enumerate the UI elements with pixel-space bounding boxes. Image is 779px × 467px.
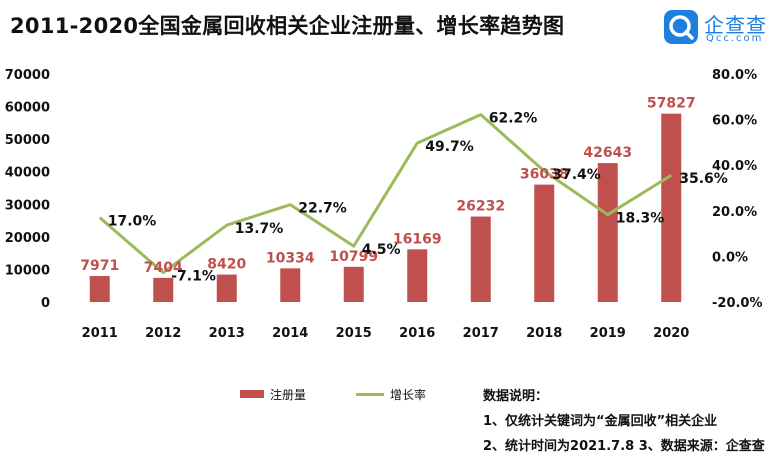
right-tick-label: 40.0% <box>712 159 757 174</box>
rate-value-label: 22.7% <box>298 201 347 217</box>
growth-rate-line <box>98 113 673 275</box>
x-axis: 2011 2012 2013 2014 2015 2016 2017 2018 2019 2020 <box>82 326 690 341</box>
legend-bar-label: 注册量 <box>270 388 307 402</box>
data-notes: 数据说明： 1、仅统计关键词为“金属回收”相关企业 2、统计时间为2021.7.… <box>483 384 765 459</box>
x-tick-label: 2014 <box>272 326 308 341</box>
magnifier-logo-icon <box>664 10 698 44</box>
x-tick-label: 2011 <box>82 326 118 341</box>
chart-title: 2011-2020全国金属回收相关企业注册量、增长率趋势图 <box>10 14 565 38</box>
bar-value-labels: 7971 7404 8420 10334 10799 16169 26232 36038 426… <box>80 96 695 276</box>
notes-heading: 数据说明： <box>483 389 549 404</box>
bar-value-label: 8420 <box>207 257 246 273</box>
line-legend-swatch <box>356 393 384 396</box>
rate-value-labels: 17.0% -7.1% 13.7% 22.7% 4.5% 49.7% 62.2% 37.4% 1… <box>108 111 728 285</box>
right-tick-label: -20.0% <box>712 296 763 311</box>
bar-value-label: 10334 <box>266 250 315 266</box>
right-axis: -20.0% 0.0% 20.0% 40.0% 60.0% 80.0% <box>712 68 763 311</box>
right-tick-label: 80.0% <box>712 68 757 83</box>
logo-name: 企查查 <box>704 13 767 37</box>
right-tick-label: 0.0% <box>712 250 748 265</box>
left-tick-label: 10000 <box>5 263 50 278</box>
bar-value-label: 36038 <box>520 167 569 183</box>
bar-value-label: 16169 <box>393 231 442 247</box>
bar <box>343 266 364 302</box>
rate-value-label: -7.1% <box>171 269 216 285</box>
left-tick-label: 40000 <box>5 166 50 181</box>
notes-line-2: 2、统计时间为2021.7.8 3、数据来源：企查查 <box>483 439 765 454</box>
rate-value-label: 13.7% <box>235 221 284 237</box>
bar-value-label: 7971 <box>80 258 119 274</box>
left-axis: 0 10000 20000 30000 40000 50000 60000 70000 <box>5 68 50 311</box>
x-tick-label: 2019 <box>590 326 626 341</box>
notes-line-1: 1、仅统计关键词为“金属回收”相关企业 <box>483 414 718 429</box>
bar <box>407 249 428 302</box>
left-tick-label: 50000 <box>5 133 50 148</box>
bar-value-label: 7404 <box>144 260 183 276</box>
bar <box>153 277 174 302</box>
x-tick-label: 2017 <box>463 326 499 341</box>
left-tick-label: 20000 <box>5 231 50 246</box>
rate-value-label: 35.6% <box>679 171 728 187</box>
rate-value-label: 17.0% <box>108 214 157 230</box>
bar <box>534 184 555 302</box>
bar-value-label: 57827 <box>647 96 696 112</box>
x-tick-label: 2018 <box>526 326 562 341</box>
logo-subtitle: Qcc.com <box>706 33 764 44</box>
bar-value-label: 10799 <box>329 249 378 265</box>
x-tick-label: 2015 <box>336 326 372 341</box>
left-tick-label: 0 <box>41 296 50 311</box>
bar <box>216 274 237 302</box>
legend-line-label: 增长率 <box>390 388 427 402</box>
rate-value-label: 62.2% <box>489 111 538 127</box>
left-tick-label: 70000 <box>5 68 50 83</box>
bar-value-label: 26232 <box>456 199 505 215</box>
line-series <box>98 113 673 275</box>
bar-value-label: 42643 <box>583 145 632 161</box>
rate-value-label: 49.7% <box>425 139 474 155</box>
bar-series <box>89 113 682 302</box>
x-tick-label: 2016 <box>399 326 435 341</box>
bar <box>597 163 618 302</box>
right-tick-label: 60.0% <box>712 114 757 129</box>
x-tick-label: 2013 <box>209 326 245 341</box>
bar <box>661 113 682 302</box>
left-tick-label: 60000 <box>5 101 50 116</box>
left-tick-label: 30000 <box>5 198 50 213</box>
bar-legend-swatch <box>240 390 264 398</box>
rate-value-label: 37.4% <box>552 167 601 183</box>
x-tick-label: 2020 <box>653 326 689 341</box>
rate-value-label: 4.5% <box>362 242 401 258</box>
company-logo: 企查查 Qcc.com <box>664 8 774 48</box>
x-tick-label: 2012 <box>145 326 181 341</box>
right-tick-label: 20.0% <box>712 205 757 220</box>
rate-value-label: 18.3% <box>616 211 665 227</box>
bar <box>280 268 301 302</box>
bar <box>470 216 491 302</box>
bar <box>89 276 110 302</box>
